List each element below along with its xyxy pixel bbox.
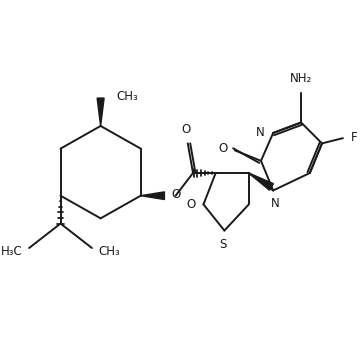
Text: NH₂: NH₂ (290, 72, 312, 85)
Polygon shape (249, 173, 274, 190)
Polygon shape (97, 98, 104, 126)
Text: S: S (219, 238, 226, 251)
Text: H₃C: H₃C (1, 245, 23, 258)
Text: N: N (271, 197, 279, 211)
Text: O: O (186, 198, 196, 211)
Text: CH₃: CH₃ (99, 245, 120, 258)
Text: CH₃: CH₃ (116, 90, 138, 103)
Text: F: F (351, 131, 357, 144)
Text: O: O (181, 123, 191, 136)
Text: O: O (219, 142, 228, 155)
Text: N: N (256, 126, 265, 139)
Text: O: O (171, 189, 181, 202)
Polygon shape (141, 192, 165, 199)
